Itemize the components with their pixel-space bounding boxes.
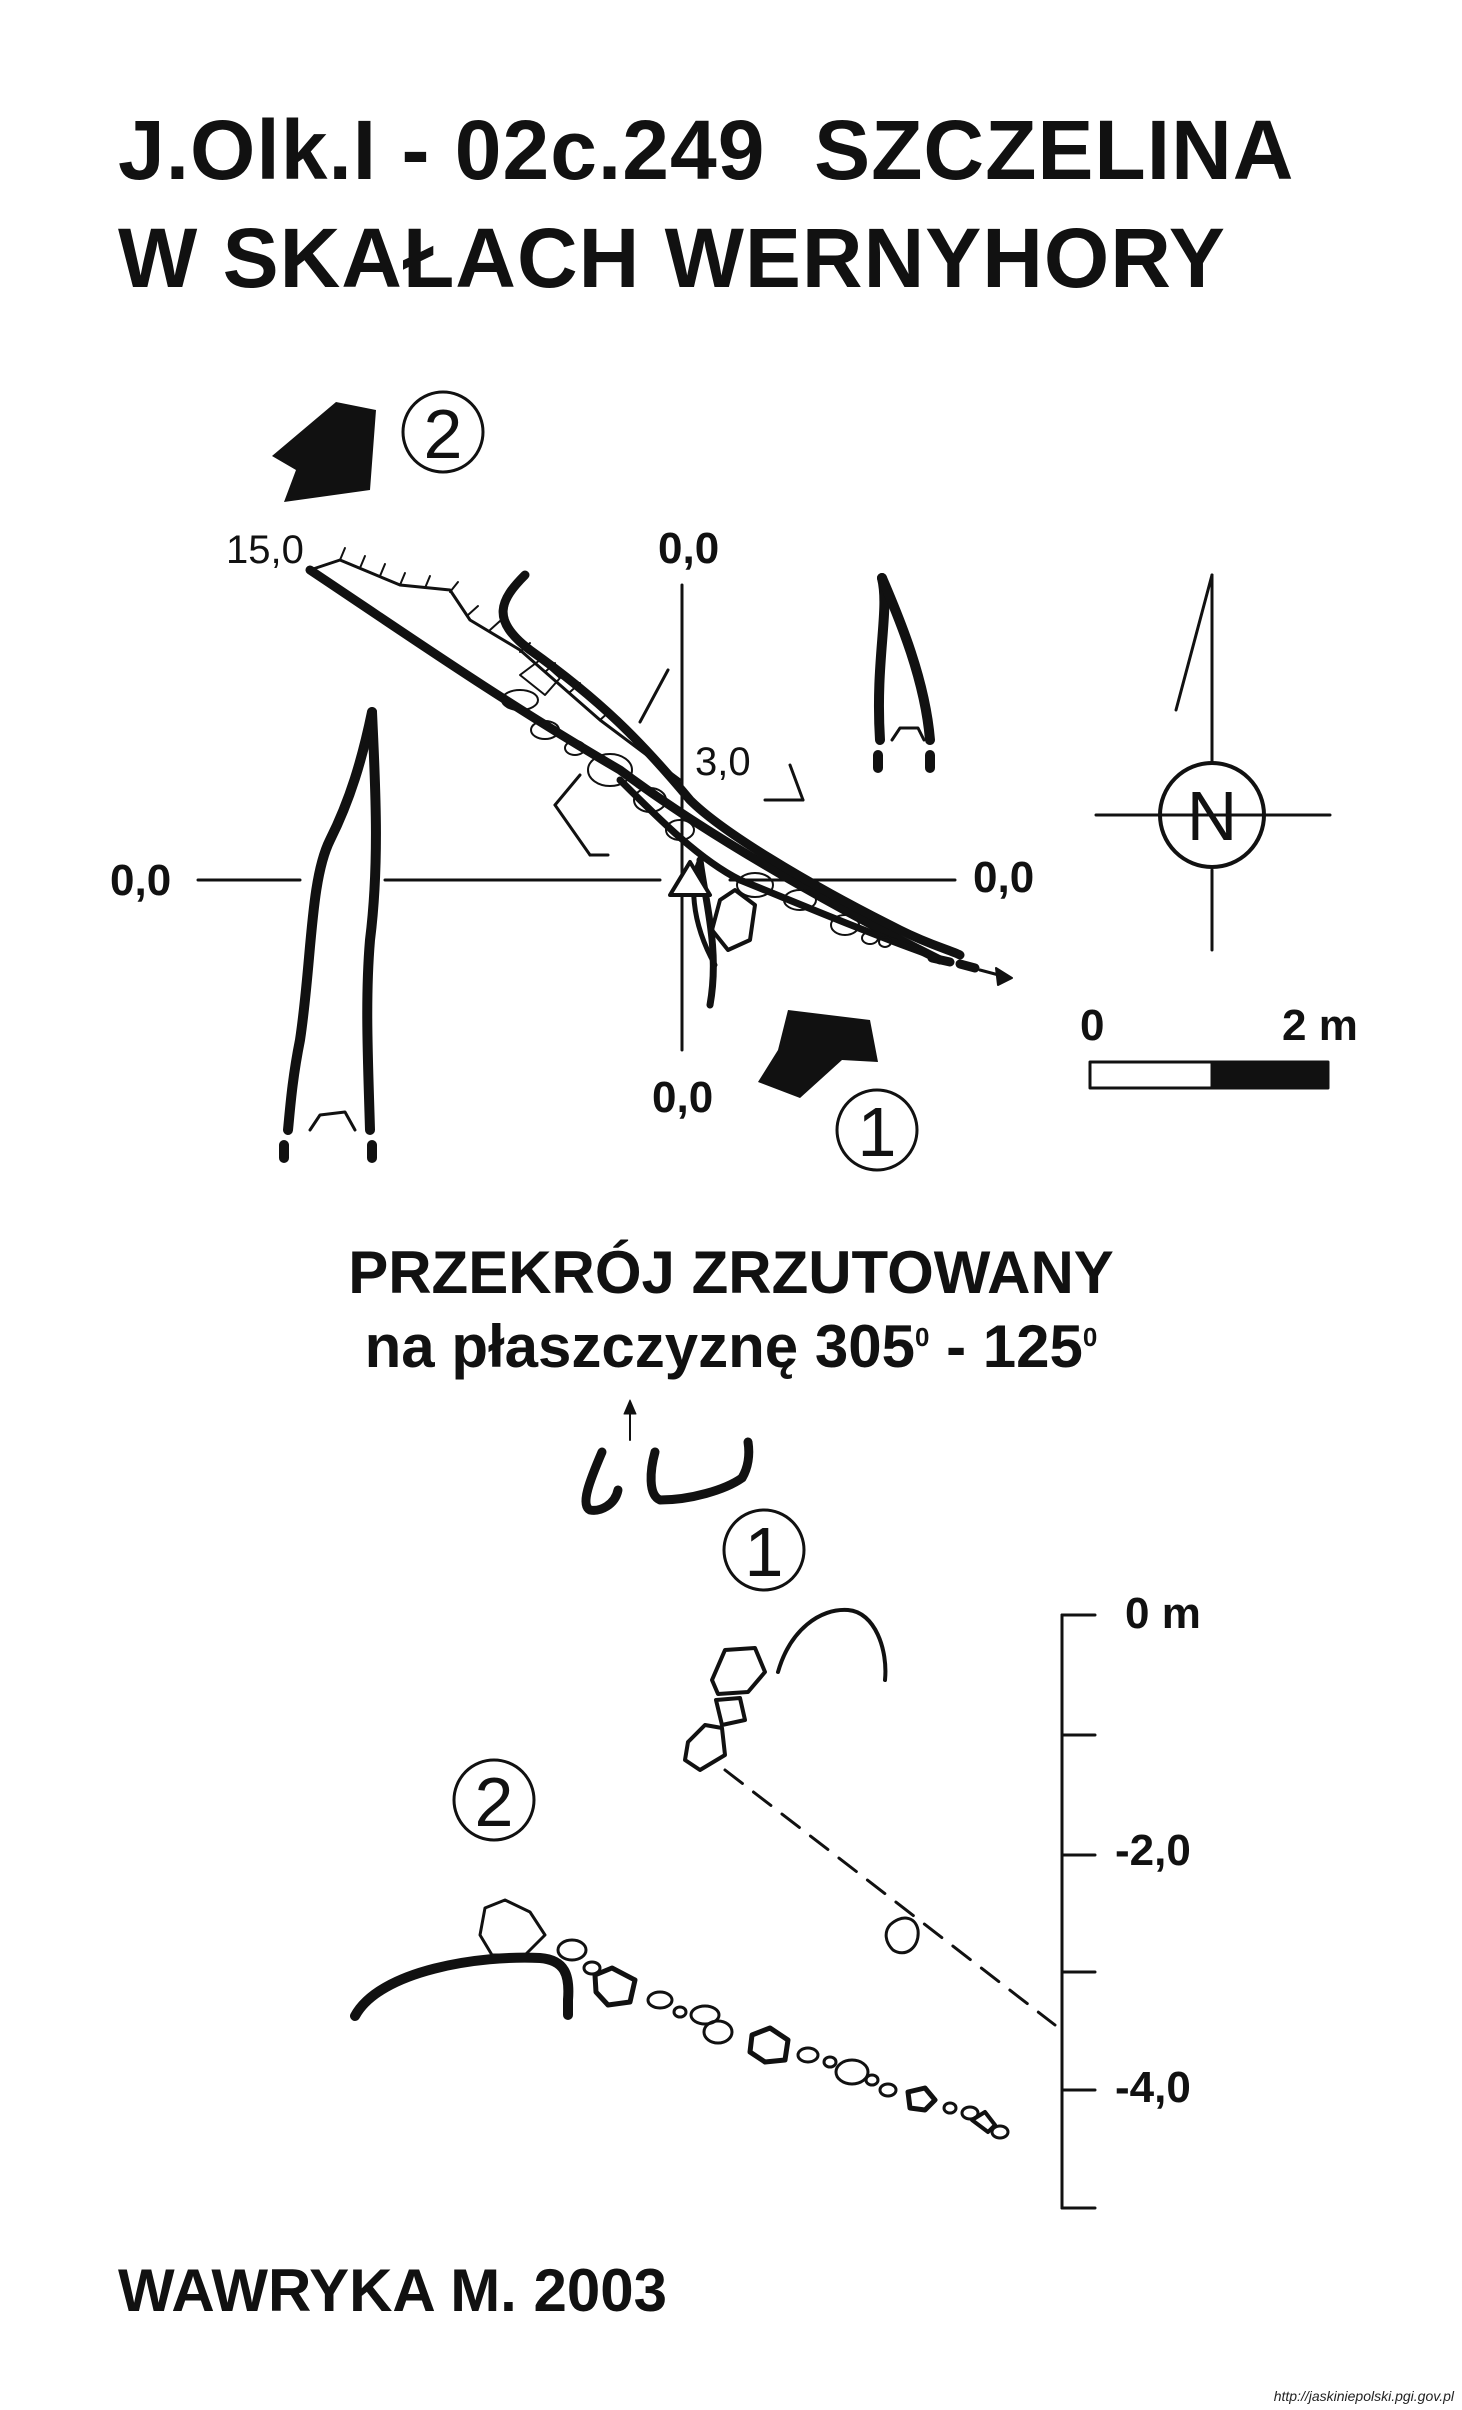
fissure-continuation-dash1	[927, 953, 955, 967]
scale-end-label: 2 m	[1282, 1001, 1358, 1050]
station-15-label: 15,0	[226, 528, 304, 572]
scale-bar-white	[1088, 1060, 1214, 1090]
entrance-1-arrow-icon	[758, 1010, 878, 1098]
section-boulder-1	[710, 1646, 767, 1696]
section-boulder-2	[714, 1696, 747, 1727]
entrance-2-label: 2	[424, 395, 463, 473]
cross-section-left-2	[362, 707, 381, 1135]
cave-title: J.Olk.I - 02c.249 SZCZELINA W SKAŁACH WE…	[118, 96, 1294, 312]
section-title-line1: PRZEKRÓJ ZRZUTOWANY	[348, 1239, 1114, 1306]
ledge-hatch-marks	[339, 547, 611, 721]
rubble-plan	[501, 659, 892, 952]
scale-bar-black	[1210, 1060, 1330, 1090]
entrance-1-circle	[835, 1088, 919, 1172]
survey-station-icon	[668, 860, 712, 897]
north-letter: N	[1187, 777, 1238, 855]
section-floor-dashed	[723, 1768, 1057, 2027]
axis-label-left: 0,0	[110, 856, 171, 905]
north-arrow-tip-icon	[1174, 573, 1214, 712]
station-3-label: 3,0	[695, 740, 751, 784]
footer-url: http://jaskiniepolski.pgi.gov.pl	[1273, 2388, 1454, 2404]
section-labels: 1 2 0 m -2,0 -4,0	[475, 1513, 1201, 2112]
depth-label-4: -4,0	[1115, 2063, 1191, 2112]
section-boulder-lower-1	[478, 1898, 547, 1957]
scale-start-label: 0	[1080, 1001, 1104, 1050]
depth-label-2: -2,0	[1115, 1826, 1191, 1875]
section-entrance-1-circle	[722, 1508, 806, 1592]
section-title-degree-1: 0	[914, 1322, 930, 1352]
cross-section-right	[873, 573, 890, 745]
section-top-profile-left	[581, 1447, 623, 1515]
section-title-text-a: na płaszczyznę 305	[364, 1313, 915, 1380]
author-credit: WAWRYKA M. 2003	[118, 2257, 667, 2324]
section-title-text-b: - 125	[929, 1313, 1083, 1380]
fissure-wall-upper	[305, 565, 945, 965]
plan-labels: 2 1 15,0 3,0 0,0 0,0 0,0 0,0 N 0 2 m	[110, 395, 1358, 1171]
section-ceiling-arch	[350, 1952, 574, 2021]
depth-label-0: 0 m	[1125, 1589, 1201, 1638]
fissure-wall-lower	[498, 570, 965, 960]
fissure-branch-2	[691, 857, 718, 968]
fissure-end-ledge	[308, 558, 682, 782]
axis-label-right: 0,0	[973, 853, 1034, 902]
cross-section-left	[283, 707, 377, 1135]
axis-label-top: 0,0	[658, 524, 719, 573]
section-boulder-large	[776, 1607, 888, 1682]
section-top-profile-right	[646, 1437, 754, 1505]
section-entrance-2-label: 2	[475, 1763, 514, 1841]
section-title-line2: na płaszczyznę 3050 - 1250	[0, 1312, 1462, 1381]
cross-section-right-rock	[890, 726, 926, 742]
entrance-1-label: 1	[858, 1093, 897, 1171]
section-boulder-3	[683, 1723, 727, 1772]
section-entrance-1-label: 1	[745, 1513, 784, 1591]
cross-section-left-rock	[308, 1110, 357, 1132]
cave-title-line2: W SKAŁACH WERNYHORY	[118, 211, 1226, 305]
cross-section-right-2	[877, 573, 935, 745]
section-entrance-2-circle	[452, 1758, 536, 1842]
plan-view	[196, 390, 1332, 1172]
fissure-continuation-arrowhead	[995, 967, 1013, 986]
fissure-continuation-dash2	[955, 959, 980, 973]
section-title-degree-2: 0	[1082, 1322, 1098, 1352]
fissure-branch	[696, 856, 717, 1009]
section-loose-rock	[884, 1916, 920, 1955]
section-line-marks	[553, 668, 805, 857]
axis-label-bottom: 0,0	[652, 1073, 713, 1122]
cave-title-line1: J.Olk.I - 02c.249 SZCZELINA	[118, 103, 1295, 197]
entrance-2-circle	[401, 390, 485, 474]
section-rubble-chain	[556, 1938, 1010, 2140]
section-direction-arrowhead	[623, 1399, 637, 1415]
section-view	[350, 1399, 1097, 2210]
entrance-2-arrow-icon	[272, 402, 376, 502]
